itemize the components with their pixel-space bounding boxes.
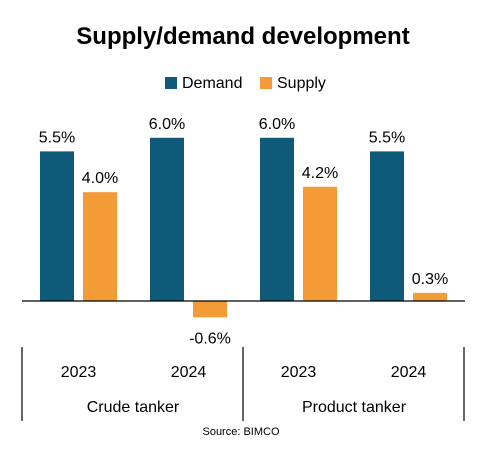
data-label-supply-1: -0.6%	[189, 330, 231, 347]
legend-swatch-demand	[165, 77, 177, 89]
category-axis: 2023 2024 2023 2024 Crude tanker Product tank…	[21, 347, 465, 421]
bar-demand-1	[150, 137, 184, 301]
tick-label-2: 2023	[281, 364, 317, 381]
value-labels: 5.5% 4.0% 6.0% -0.6% 6.0% 4.2% 5.5% 0.3%	[39, 116, 448, 348]
data-label-supply-3: 0.3%	[412, 271, 448, 288]
legend: Demand Supply	[165, 75, 326, 92]
legend-label-supply: Supply	[277, 75, 326, 92]
bar-demand-2	[260, 137, 294, 301]
bars	[40, 137, 447, 318]
data-label-supply-0: 4.0%	[82, 170, 118, 187]
bar-supply-0	[83, 192, 117, 301]
bar-supply-3	[413, 292, 447, 301]
data-label-demand-3: 5.5%	[369, 129, 405, 146]
bar-supply-2	[303, 186, 337, 301]
chart-source: Source: BIMCO	[202, 426, 279, 438]
data-label-demand-0: 5.5%	[39, 129, 75, 146]
tick-label-3: 2024	[391, 364, 427, 381]
tick-label-1: 2024	[171, 364, 207, 381]
data-label-supply-2: 4.2%	[302, 165, 338, 182]
data-label-demand-2: 6.0%	[259, 116, 295, 133]
tick-label-0: 2023	[61, 364, 97, 381]
bar-demand-0	[40, 151, 74, 301]
data-label-demand-1: 6.0%	[149, 116, 185, 133]
bar-supply-1	[193, 301, 227, 318]
legend-swatch-supply	[260, 77, 272, 89]
group-label-0: Crude tanker	[87, 399, 180, 416]
chart-title: Supply/demand development	[76, 23, 409, 50]
bar-demand-3	[370, 151, 404, 301]
legend-label-demand: Demand	[182, 75, 242, 92]
group-label-1: Product tanker	[302, 399, 407, 416]
